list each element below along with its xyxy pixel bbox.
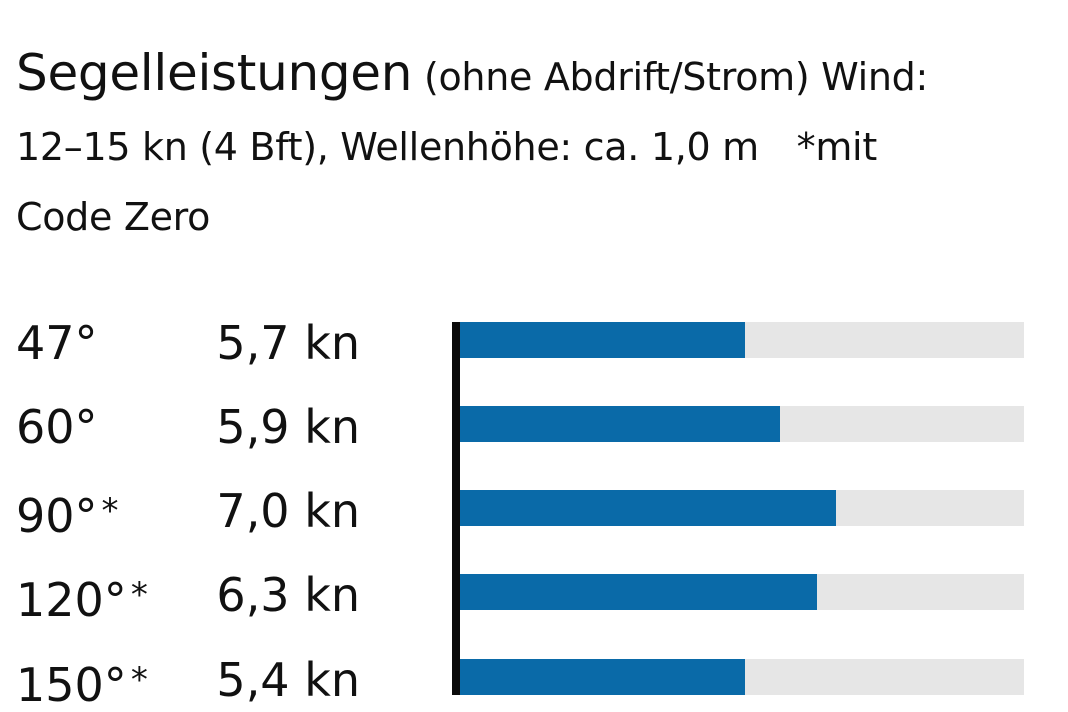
chart-axis [452, 322, 460, 695]
bar [460, 574, 817, 610]
value-label: 5,7 kn [216, 316, 360, 370]
category-text: 60° [16, 400, 98, 454]
chart-title: Segelleistungen (ohne Abdrift/Strom) Win… [16, 38, 1056, 252]
code-zero-star: * [130, 660, 148, 700]
category-text: 47° [16, 316, 98, 370]
bar [460, 406, 780, 442]
category-text: 90° [16, 489, 98, 543]
bar [460, 322, 745, 358]
category-label: 90° * [16, 486, 119, 541]
category-label: 60° [16, 402, 98, 452]
category-text: 150° [16, 658, 127, 712]
value-label: 5,9 kn [216, 400, 360, 454]
category-label: 47° [16, 318, 98, 368]
category-label: 120° * [16, 570, 148, 625]
value-label: 6,3 kn [216, 568, 360, 622]
value-label: 7,0 kn [216, 484, 360, 538]
category-label: 150° * [16, 655, 148, 710]
title-code-zero: Code Zero [16, 195, 211, 239]
value-label: 5,4 kn [216, 653, 360, 707]
bar [460, 490, 836, 526]
code-zero-star: * [101, 491, 119, 531]
code-zero-star: * [130, 575, 148, 615]
title-conditions: (ohne Abdrift/Strom) Wind: [423, 55, 928, 99]
title-wind-waves: 12–15 kn (4 Bft), Wellenhöhe: ca. 1,0 m [16, 125, 759, 169]
bar [460, 659, 745, 695]
title-footnote: *mit [796, 125, 878, 169]
title-main: Segelleistungen [16, 44, 413, 102]
category-text: 120° [16, 573, 127, 627]
